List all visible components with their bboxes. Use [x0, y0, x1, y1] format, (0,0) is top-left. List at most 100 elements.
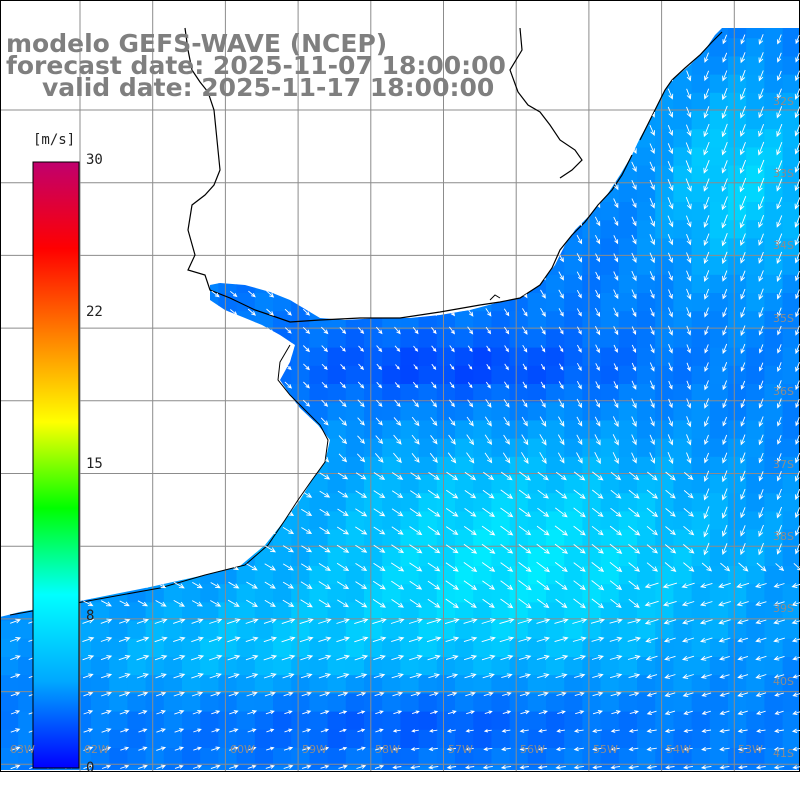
wind-arrow	[681, 601, 695, 607]
wind-arrow	[700, 765, 712, 770]
wind-arrow	[503, 253, 510, 263]
speed-cell	[582, 602, 602, 622]
speed-cell	[728, 711, 747, 731]
wind-arrow	[591, 543, 604, 554]
wind-arrow	[409, 526, 423, 536]
speed-cell	[309, 384, 329, 403]
wind-arrow	[795, 525, 800, 537]
speed-cell	[746, 566, 765, 585]
speed-cell	[455, 529, 474, 549]
speed-cell	[655, 256, 674, 276]
speed-cell	[637, 256, 656, 276]
wind-arrow	[795, 70, 800, 82]
speed-cell	[218, 456, 238, 476]
speed-cell	[163, 748, 183, 767]
speed-cell	[509, 111, 529, 130]
speed-cell	[673, 729, 693, 749]
wind-arrow	[758, 452, 764, 464]
wind-arrow	[412, 399, 420, 408]
wind-arrow	[629, 710, 640, 715]
speed-cell	[637, 584, 656, 603]
wind-arrow	[536, 636, 550, 642]
wind-arrow	[649, 71, 655, 81]
wind-arrow	[718, 637, 731, 643]
wind-arrow	[792, 710, 800, 715]
wind-arrow	[136, 654, 150, 661]
speed-cell	[527, 92, 547, 112]
wind-arrow	[591, 525, 604, 536]
speed-cell	[218, 220, 238, 239]
wind-arrow	[138, 710, 148, 715]
speed-cell	[546, 28, 565, 39]
wind-arrow	[393, 199, 401, 208]
speed-cell	[200, 493, 219, 512]
wind-arrow	[646, 562, 658, 572]
wind-arrow	[485, 398, 492, 408]
wind-arrow	[739, 214, 747, 229]
wind-arrow	[136, 618, 149, 624]
wind-arrow	[376, 381, 383, 389]
speed-cell	[254, 638, 274, 658]
speed-cell	[218, 311, 238, 330]
wind-arrow	[300, 654, 314, 661]
speed-cell	[764, 238, 784, 258]
speed-cell	[127, 602, 147, 622]
speed-cell	[473, 347, 492, 367]
speed-cell	[691, 165, 711, 185]
speed-cell	[491, 438, 511, 458]
speed-cell	[273, 584, 292, 603]
speed-cell	[491, 584, 511, 603]
wind-arrow	[320, 764, 330, 769]
speed-cell	[673, 638, 693, 658]
wind-arrow	[101, 327, 111, 334]
speed-cell	[364, 402, 383, 421]
wind-arrow	[631, 362, 637, 372]
speed-cell	[200, 547, 219, 567]
wind-arrow	[374, 453, 384, 463]
wind-arrow	[247, 199, 257, 207]
speed-cell	[546, 56, 565, 76]
wind-arrow	[319, 490, 331, 498]
wind-arrow	[357, 217, 365, 226]
speed-cell	[364, 456, 383, 476]
wind-arrow	[631, 270, 637, 282]
wind-arrow	[175, 363, 184, 370]
wind-arrow	[229, 710, 239, 715]
wind-arrow	[703, 488, 710, 501]
wind-arrow	[631, 125, 637, 136]
wind-arrow	[448, 434, 456, 445]
speed-cell	[655, 493, 674, 512]
speed-cell	[618, 56, 638, 76]
wind-arrow	[555, 598, 568, 609]
wind-arrow	[794, 142, 800, 155]
speed-cell	[709, 547, 729, 567]
wind-arrow	[229, 126, 238, 134]
speed-cell	[127, 402, 147, 421]
speed-cell	[637, 28, 656, 39]
speed-cell	[728, 111, 747, 130]
speed-cell	[127, 657, 147, 676]
wind-arrow	[211, 290, 220, 298]
wind-arrow	[430, 126, 438, 135]
speed-cell	[273, 293, 292, 312]
wind-arrow	[609, 618, 623, 624]
speed-cell	[127, 384, 147, 403]
wind-arrow	[758, 233, 764, 246]
wind-arrow	[467, 235, 474, 244]
wind-arrow	[520, 710, 530, 715]
wind-arrow	[282, 527, 295, 535]
speed-cell	[455, 657, 474, 676]
wind-arrow	[300, 599, 313, 608]
speed-cell	[309, 475, 329, 494]
speed-cell	[728, 729, 747, 749]
wind-arrow	[795, 52, 800, 63]
speed-cell	[527, 475, 547, 494]
speed-cell	[509, 183, 529, 203]
wind-arrow	[355, 472, 367, 480]
speed-cell	[163, 438, 183, 458]
speed-cell	[746, 693, 765, 713]
speed-cell	[618, 165, 638, 185]
wind-arrow	[394, 290, 401, 299]
wind-arrow	[649, 161, 655, 173]
wind-arrow	[522, 326, 528, 335]
